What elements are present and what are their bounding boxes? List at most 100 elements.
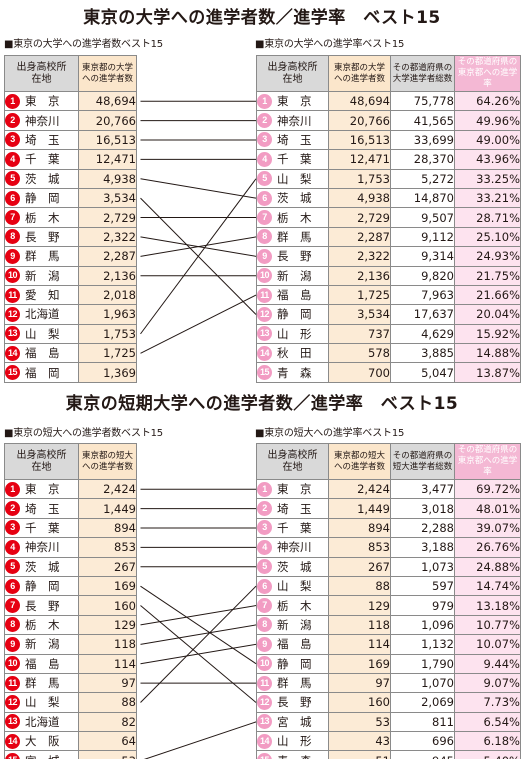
rank-badge: 4 (5, 151, 20, 167)
section1-left-table: 出身高校所在地 東京都の大学への進学者数 1 東 京 48,694 2 神奈川 20,76… (4, 55, 137, 383)
place-cell: 11 群 馬 (4, 672, 79, 694)
prefecture-name: 埼 玉 (25, 132, 60, 147)
prefecture-name: 秋 田 (277, 346, 312, 361)
prefecture-name: 栃 木 (277, 598, 312, 613)
rate-cell: 6.18% (454, 731, 521, 752)
rank-badge: 4 (257, 151, 272, 167)
count-cell: 2,136 (78, 265, 137, 286)
table-row: 13 北海道 82 (4, 711, 137, 733)
connector-line (140, 605, 257, 703)
place-cell: 3 埼 玉 (4, 129, 79, 151)
rank-badge: 6 (5, 578, 20, 594)
total-cell: 5,272 (390, 168, 455, 189)
total-cell: 7,963 (390, 284, 455, 306)
count-cell: 20,766 (78, 110, 137, 131)
rate-cell: 28.71% (454, 207, 521, 228)
rate-cell: 26.76% (454, 537, 521, 558)
rank-badge: 1 (257, 93, 272, 109)
rate-cell: 25.10% (454, 226, 521, 248)
place-cell: 11 愛 知 (4, 284, 79, 306)
rate-cell: 64.26% (454, 90, 521, 112)
rank-badge: 14 (5, 345, 20, 361)
table-row: 1 東 京 2,424 3,477 69.72% (256, 478, 521, 500)
total-cell: 1,073 (390, 556, 455, 577)
count-cell: 853 (328, 537, 391, 558)
connector-line (140, 585, 257, 665)
table-row: 14 秋 田 578 3,885 14.88% (256, 343, 521, 364)
place-cell: 6 山 梨 (256, 575, 329, 597)
rank-badge: 8 (5, 617, 20, 633)
prefecture-name: 北海道 (25, 714, 60, 729)
place-cell: 4 千 葉 (4, 149, 79, 170)
table-row: 15 青 森 519455.40% (256, 750, 521, 759)
prefecture-name: 青 森 (277, 365, 312, 380)
place-cell: 6 静 岡 (4, 575, 79, 597)
rate-cell: 21.75% (454, 265, 521, 286)
prefecture-name: 新 潟 (25, 268, 60, 283)
count-cell: 64 (78, 731, 137, 752)
rank-badge: 13 (257, 714, 272, 730)
table-row: 8 栃 木 129 (4, 614, 137, 636)
count-cell: 1,449 (78, 498, 137, 519)
prefecture-name: 静 岡 (25, 191, 60, 206)
count-cell: 3,534 (328, 304, 391, 325)
prefecture-name: 群 馬 (277, 229, 312, 244)
prefecture-name: 神奈川 (25, 113, 60, 128)
rate-cell: 10.07% (454, 634, 521, 655)
table-row: 8 群 馬 2,287 9,112 25.10% (256, 226, 521, 248)
prefecture-name: 大 阪 (25, 734, 60, 749)
count-cell: 51 (328, 750, 391, 759)
table-row: 2 神奈川 20,766 41,565 49.96% (256, 110, 521, 131)
rank-badge: 4 (5, 539, 20, 555)
table-row: 5 茨 城 267 1,073 24.88% (256, 556, 521, 577)
rank-badge: 2 (5, 501, 20, 517)
rate-cell: 24.88% (454, 556, 521, 577)
prefecture-name: 千 葉 (277, 152, 312, 167)
table-row: 1 東 京 2,424 (4, 478, 137, 500)
prefecture-name: 栃 木 (25, 210, 60, 225)
place-cell: 1 東 京 (256, 90, 329, 112)
rank-badge: 13 (5, 714, 20, 730)
rank-badge: 5 (5, 559, 20, 575)
total-cell: 1,070 (390, 672, 455, 694)
place-cell: 15 青 森 (256, 750, 329, 759)
place-cell: 1 東 京 (256, 478, 329, 500)
rank-badge: 8 (257, 617, 272, 633)
rank-badge: 14 (5, 733, 20, 749)
count-cell: 267 (78, 556, 137, 577)
total-cell: 2,069 (390, 692, 455, 713)
rank-badge: 13 (5, 326, 20, 342)
rank-badge: 3 (5, 132, 20, 148)
prefecture-name: 福 岡 (25, 365, 60, 380)
table-row: 13 山 形 737 4,629 15.92% (256, 323, 521, 345)
place-cell: 11 群 馬 (256, 672, 329, 694)
total-cell: 811 (390, 711, 455, 733)
rank-badge: 6 (257, 190, 272, 206)
prefecture-name: 北海道 (25, 307, 60, 322)
table-row: 12 山 梨 88 (4, 692, 137, 713)
table-row: 15 福 岡 1,369 (4, 362, 137, 383)
rank-badge: 9 (257, 248, 272, 264)
prefecture-name: 静 岡 (277, 656, 312, 671)
total-cell: 3,885 (390, 343, 455, 364)
prefecture-name: 長 野 (25, 229, 60, 244)
header-place: 出身高校所在地 (256, 55, 329, 92)
count-cell: 1,369 (78, 362, 137, 383)
table-row: 7 長 野 160 (4, 595, 137, 616)
rate-cell: 15.92% (454, 323, 521, 345)
header-total: その都道府県の短大進学者総数 (390, 443, 455, 480)
rate-cell: 14.74% (454, 575, 521, 597)
rate-cell: 21.66% (454, 284, 521, 306)
place-cell: 12 静 岡 (256, 304, 329, 325)
table-row: 12 北海道 1,963 (4, 304, 137, 325)
place-cell: 8 長 野 (4, 226, 79, 248)
rank-badge: 8 (5, 229, 20, 245)
rank-badge: 1 (5, 481, 20, 497)
place-cell: 14 大 阪 (4, 731, 79, 752)
prefecture-name: 千 葉 (25, 520, 60, 535)
place-cell: 3 埼 玉 (256, 129, 329, 151)
prefecture-name: 東 京 (25, 482, 60, 497)
table-row: 2 埼 玉 1,449 (4, 498, 137, 519)
total-cell: 597 (390, 575, 455, 597)
